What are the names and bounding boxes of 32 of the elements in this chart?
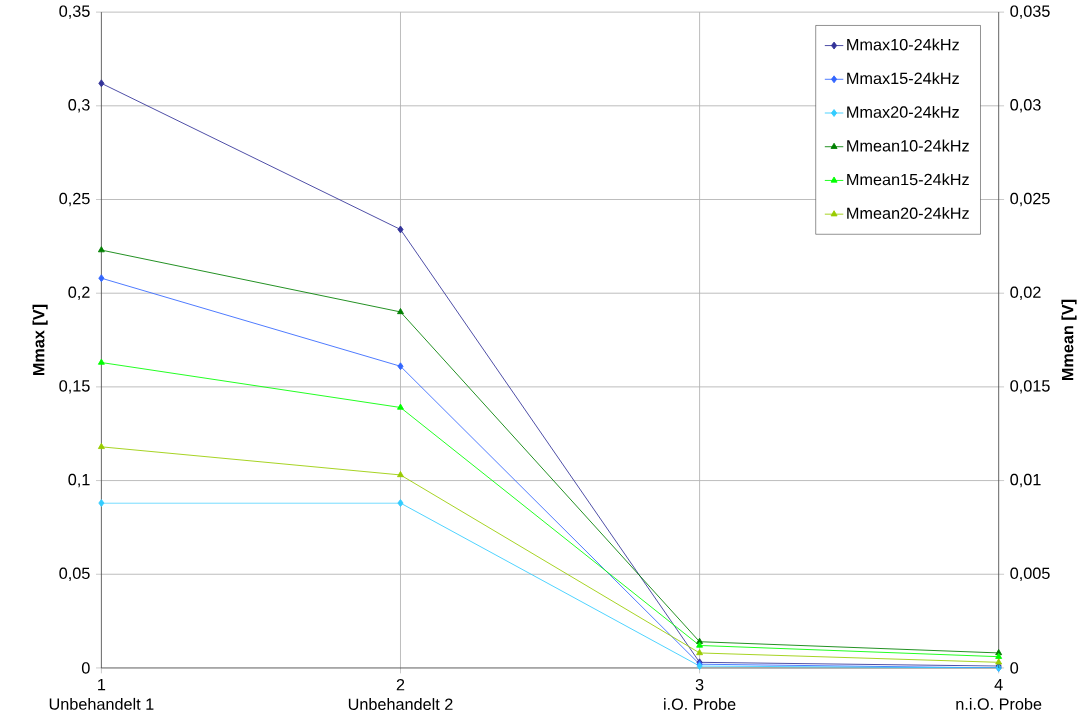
y2-tick-label: 0,01 [1010, 473, 1041, 488]
y-tick-label: 0,15 [59, 379, 90, 394]
y2-tick-label: 0,015 [1010, 379, 1050, 394]
y-axis-title: Mmax [V] [32, 304, 48, 375]
y-tick-label: 0,1 [68, 473, 90, 488]
text: n.i.O. Probe [956, 697, 1042, 710]
text: Unbehandelt 2 [348, 697, 453, 710]
y2-axis-title: Mmean [V] [1061, 299, 1077, 380]
y-tick-label: 0,3 [68, 98, 90, 113]
y2-tick-label: 0,02 [1010, 286, 1041, 300]
legend-label: Mmean15-24kHz [847, 173, 969, 186]
legend-label: Mmean10-24kHz [847, 139, 969, 152]
legend-label: Mmax15-24kHz [847, 71, 959, 84]
y2-tick-label: 0,035 [1010, 5, 1050, 19]
legend-label: Mmax20-24kHz [847, 105, 959, 118]
y-tick-label: 0,2 [68, 286, 90, 300]
y-tick-label: 0,05 [59, 567, 90, 581]
x-tick-label: 2 [396, 678, 405, 691]
x-tick-label: 1 [98, 678, 106, 690]
x-tick-label: 4 [994, 678, 1003, 690]
legend-label: Mmean20-24kHz [847, 206, 969, 219]
x-tick-label: 3 [695, 678, 704, 691]
text: Unbehandelt 1 [49, 697, 154, 710]
text: i.O. Probe [664, 697, 736, 710]
y2-tick-label: 0,005 [1010, 567, 1050, 581]
y-tick-label: 0 [81, 661, 90, 674]
y-tick-label: 0,35 [59, 5, 90, 19]
y2-tick-label: 0 [1010, 661, 1019, 674]
y2-tick-label: 0,025 [1010, 192, 1050, 207]
legend-label: Mmax10-24kHz [847, 38, 959, 51]
y2-tick-label: 0,03 [1010, 98, 1041, 113]
y-tick-label: 0,25 [59, 192, 90, 207]
